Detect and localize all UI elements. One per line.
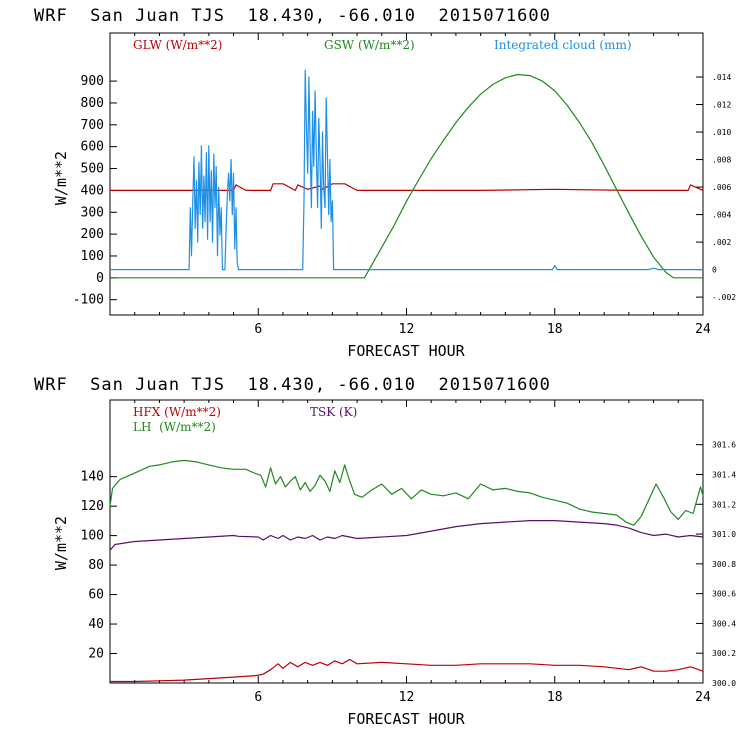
chart-1-ticks: 6 12 18 24 -100 0 100 200 300 400 500 600 700 800 900 -… xyxy=(73,33,736,337)
chart-2-y-axis-label: W/m**2 xyxy=(52,516,70,570)
y2-tick-label: 301.6 xyxy=(712,441,736,450)
y2-tick-label: 300.0 xyxy=(712,679,736,688)
x-tick-label: 18 xyxy=(547,322,563,337)
chart-2-series-tsk xyxy=(109,519,704,551)
y2-tick-label: .002 xyxy=(712,238,731,247)
chart-2-legend-lh: LH (W/m**2) xyxy=(133,420,216,434)
y-tick-label: 300 xyxy=(81,205,104,220)
y2-tick-label: 300.6 xyxy=(712,590,736,599)
x-tick-label: 18 xyxy=(547,690,563,705)
chart-2: WRF San Juan TJS 18.430, -66.010 2015071… xyxy=(34,375,736,728)
y2-tick-label: .006 xyxy=(712,183,731,192)
chart-1-y-axis-label: W/m**2 xyxy=(52,151,70,205)
chart-1-legend: GLW (W/m**2) GSW (W/m**2) Integrated clo… xyxy=(133,38,632,52)
y2-tick-label: 0 xyxy=(712,266,717,275)
y2-tick-label: .012 xyxy=(712,101,731,110)
chart-2-series xyxy=(109,459,704,683)
y-tick-label: 100 xyxy=(81,249,104,264)
y2-tick-label: 300.8 xyxy=(712,560,736,569)
chart-1-title: WRF San Juan TJS 18.430, -66.010 2015071… xyxy=(34,6,551,26)
y-tick-label: 900 xyxy=(81,74,104,89)
y-tick-label: 100 xyxy=(81,529,104,544)
y-tick-label: 60 xyxy=(88,588,104,603)
x-tick-label: 12 xyxy=(399,690,415,705)
chart-2-plot-frame xyxy=(109,399,704,684)
chart-2-x-axis-label: FORECAST HOUR xyxy=(347,710,465,728)
y-tick-label: 400 xyxy=(81,183,104,198)
x-tick-label: 6 xyxy=(254,322,262,337)
y-tick-label: 700 xyxy=(81,118,104,133)
chart-2-series-hfx xyxy=(110,658,704,683)
y2-tick-label: .004 xyxy=(712,211,731,220)
y2-tick-label: -.002 xyxy=(712,293,736,302)
chart-2-legend: HFX (W/m**2) LH (W/m**2) TSK (K) xyxy=(133,405,357,434)
y-tick-label: -100 xyxy=(73,293,104,308)
x-tick-label: 6 xyxy=(254,690,262,705)
x-tick-label: 24 xyxy=(695,690,711,705)
chart-2-legend-hfx: HFX (W/m**2) xyxy=(133,405,221,419)
chart-2-legend-tsk: TSK (K) xyxy=(310,405,357,419)
chart-1-series-integrated xyxy=(110,69,703,271)
chart-2-series-lh xyxy=(109,459,704,526)
y2-tick-label: 301.4 xyxy=(712,470,736,479)
chart-1-series-gsw xyxy=(110,73,703,279)
y-tick-label: 500 xyxy=(81,162,104,177)
y2-tick-label: .008 xyxy=(712,156,731,165)
y-tick-label: 80 xyxy=(88,558,104,573)
chart-1-series xyxy=(110,69,704,279)
y2-tick-label: 300.4 xyxy=(712,619,736,628)
y-tick-label: 600 xyxy=(81,140,104,155)
y-tick-label: 0 xyxy=(96,271,104,286)
y-tick-label: 20 xyxy=(88,647,104,662)
chart-1-legend-glw: GLW (W/m**2) xyxy=(133,38,222,52)
y2-tick-label: 301.2 xyxy=(712,500,736,509)
x-tick-label: 24 xyxy=(695,322,711,337)
y2-tick-label: .014 xyxy=(712,73,731,82)
y2-tick-label: 301.0 xyxy=(712,530,736,539)
y-tick-label: 120 xyxy=(81,499,104,514)
chart-2-title: WRF San Juan TJS 18.430, -66.010 2015071… xyxy=(34,375,551,395)
y-tick-label: 200 xyxy=(81,227,104,242)
y2-tick-label: 300.2 xyxy=(712,649,736,658)
y-tick-label: 40 xyxy=(88,617,104,632)
chart-1-x-axis-label: FORECAST HOUR xyxy=(347,342,465,360)
chart-1-legend-cloud: Integrated cloud (mm) xyxy=(494,38,632,52)
y2-tick-label: .010 xyxy=(712,128,731,137)
x-tick-label: 12 xyxy=(399,322,415,337)
chart-1: WRF San Juan TJS 18.430, -66.010 2015071… xyxy=(34,6,736,360)
chart-2-ticks: 6 12 18 24 20 40 60 80 100 120 140 300.0 300.2 300.4 3… xyxy=(81,400,736,705)
y-tick-label: 800 xyxy=(81,96,104,111)
chart-1-legend-gsw: GSW (W/m**2) xyxy=(324,38,415,52)
y-tick-label: 140 xyxy=(81,470,104,485)
